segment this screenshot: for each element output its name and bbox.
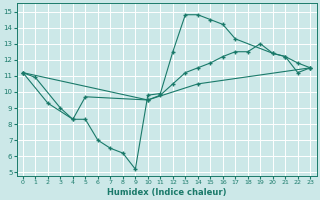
X-axis label: Humidex (Indice chaleur): Humidex (Indice chaleur) — [107, 188, 226, 197]
